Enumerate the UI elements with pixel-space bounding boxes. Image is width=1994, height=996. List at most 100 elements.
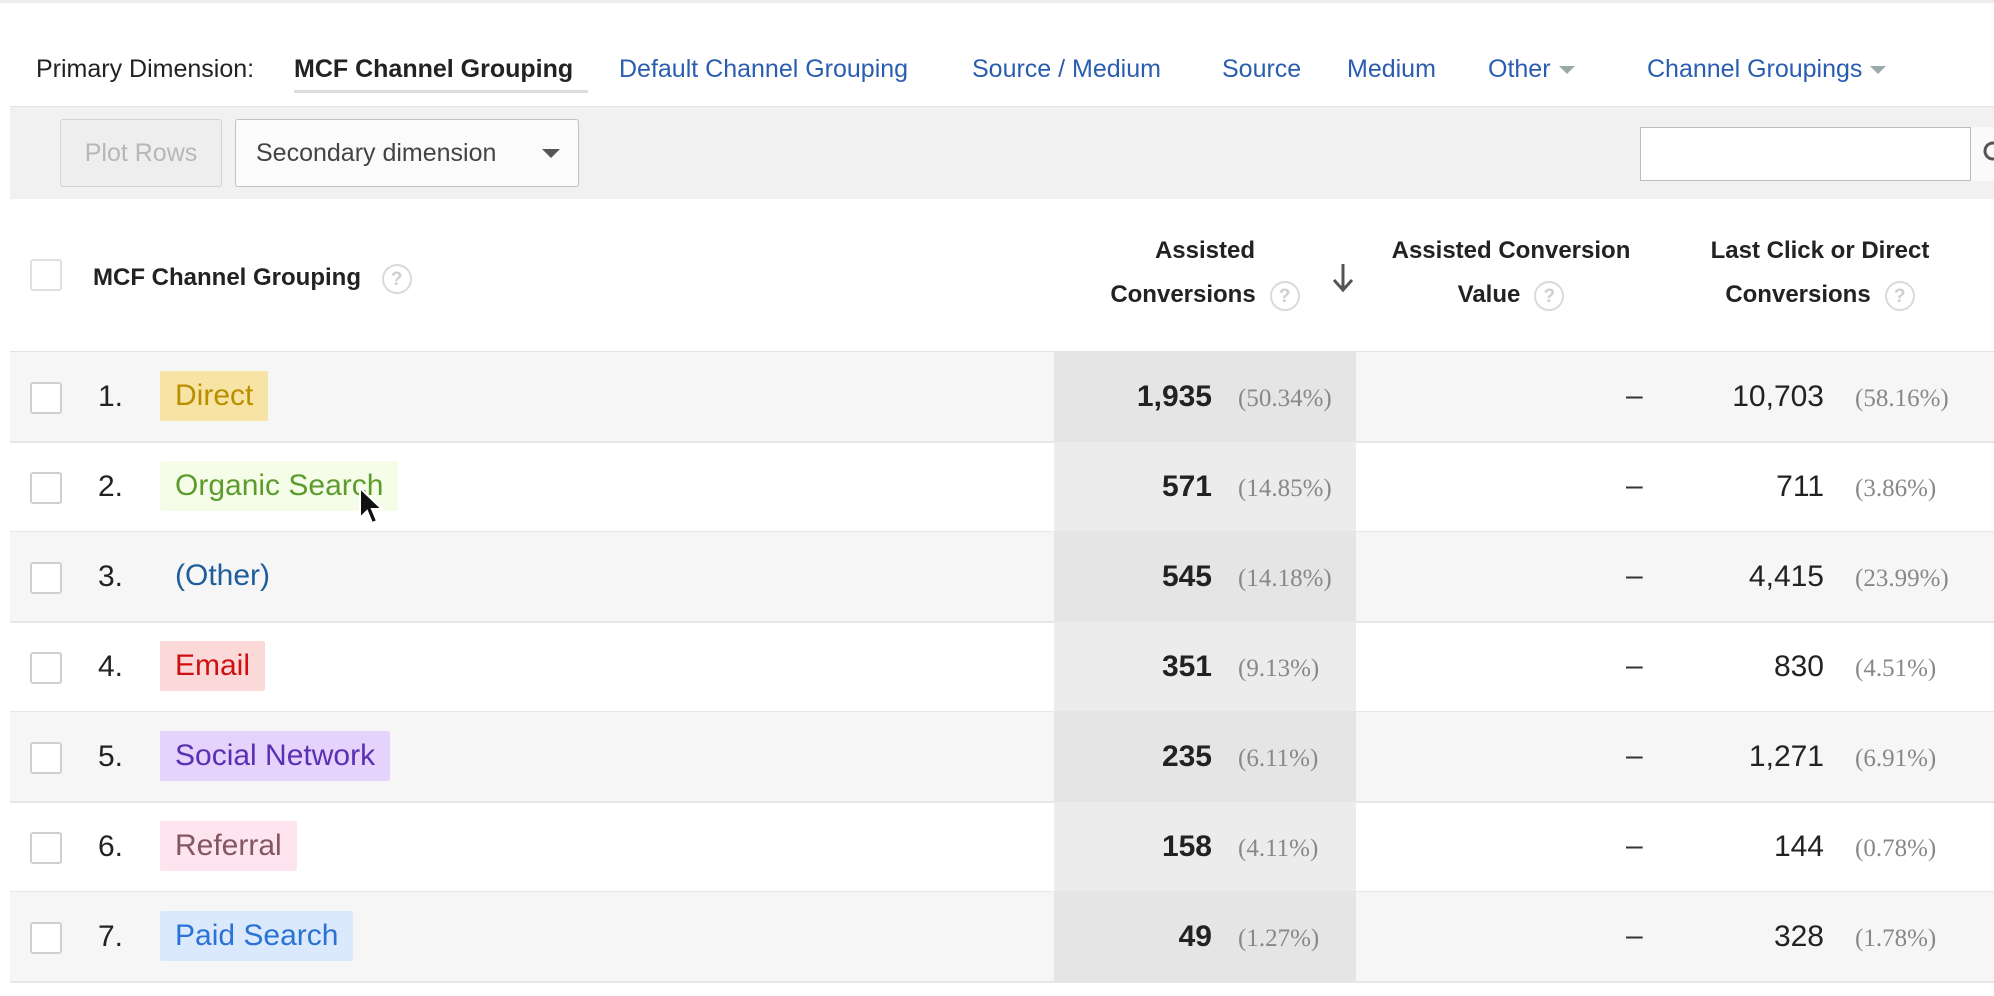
row-checkbox[interactable] [30,562,62,594]
assisted-conversions-percent: (6.11%) [1238,745,1319,772]
row-index: 3. [98,560,124,593]
mouse-cursor-icon [359,486,385,525]
dimension-link-default-channel-grouping[interactable]: Default Channel Grouping [619,55,909,83]
last-click-conversions-percent: (0.78%) [1855,835,1937,862]
assisted-conversion-value: – [1626,469,1643,502]
assisted-conversions-value: 158 [1161,830,1212,863]
assisted-header-line2-wrap: Conversions? [1070,273,1340,317]
top-border [0,0,1994,3]
select-all-checkbox[interactable] [30,259,62,291]
last-click-conversions-percent: (23.99%) [1855,565,1949,592]
channel-link[interactable]: Paid Search [160,911,354,961]
row-checkbox[interactable] [30,832,62,864]
channel-link[interactable]: (Other) [175,559,271,592]
assisted-conversions-cell: 571 [1054,442,1356,531]
channel-link[interactable]: Social Network [160,731,391,781]
row-checkbox[interactable] [30,382,62,414]
assisted-conversions-percent: (14.18%) [1238,565,1332,592]
dimension-link-source[interactable]: Source [1222,55,1302,83]
table-row: 7. Paid Search 49 (1.27%) – 328 (1.78%) [10,892,1994,983]
channel-groupings-label: Channel Groupings [1647,55,1863,83]
channel-link[interactable]: Email [160,641,266,691]
help-icon[interactable]: ? [1534,280,1565,311]
assisted-conversions-cell: 235 [1054,712,1356,801]
chevron-down-icon [1558,66,1575,75]
assisted-conversions-value: 351 [1161,650,1212,683]
assisted-conversions-value: 235 [1161,740,1212,773]
value-header-line2-wrap: Value? [1370,273,1652,317]
help-icon[interactable]: ? [1269,280,1300,311]
search-icon [1983,141,1994,161]
row-index: 1. [98,380,124,413]
assisted-conversions-cell: 1,935 [1054,352,1356,441]
help-icon[interactable]: ? [1884,280,1915,311]
current-dimension-underline [294,90,588,93]
channel-link[interactable]: Referral [160,821,297,871]
row-checkbox[interactable] [30,472,62,504]
last-click-conversions-value: 830 [1773,650,1824,683]
last-click-conversions-percent: (58.16%) [1855,385,1949,412]
channel-link[interactable]: Organic Search [160,461,399,511]
sort-descending-arrow-icon[interactable] [1328,261,1358,295]
help-icon[interactable]: ? [381,263,412,294]
row-checkbox[interactable] [30,922,62,954]
value-header-line2: Value [1457,281,1521,308]
dimension-link-medium[interactable]: Medium [1347,55,1436,83]
assisted-conversion-value: – [1626,379,1643,412]
last-header-line2: Conversions [1725,281,1871,308]
assisted-conversions-cell: 351 [1054,622,1356,711]
last-click-conversions-value: 4,415 [1748,560,1824,593]
last-click-conversions-value: 144 [1773,830,1824,863]
table-header: MCF Channel Grouping ? Assisted Conversi… [10,199,1994,353]
last-click-conversions-value: 10,703 [1732,380,1824,413]
table-row: 2. Organic Search 571 (14.85%) – 711 (3.86%) [10,442,1994,533]
assisted-conversions-percent: (4.11%) [1238,835,1319,862]
last-click-conversions-value: 1,271 [1748,740,1824,773]
table-row: 3. (Other) 545 (14.18%) – 4,415 (23.99%) [10,532,1994,623]
assisted-conversion-value: – [1626,649,1643,682]
row-checkbox[interactable] [30,652,62,684]
assisted-conversion-value-header[interactable]: Assisted Conversion Value? [1370,229,1652,317]
other-label: Other [1488,55,1551,83]
dimension-link-source-medium[interactable]: Source / Medium [972,55,1161,83]
row-checkbox[interactable] [30,742,62,774]
last-header-line2-wrap: Conversions? [1670,273,1970,317]
assisted-conversions-cell: 158 [1054,802,1356,891]
assisted-header-line1: Assisted [1154,237,1256,264]
value-header-line1: Assisted Conversion [1391,237,1631,264]
last-click-conversions-percent: (6.91%) [1855,745,1937,772]
assisted-conversion-value: – [1626,559,1643,592]
dimension-link-other[interactable]: Other [1488,54,1575,84]
table-row: 5. Social Network 235 (6.11%) – 1,271 (6.91%) [10,712,1994,803]
last-click-conversions-percent: (3.86%) [1855,475,1937,502]
assisted-conversions-value: 49 [1178,920,1212,953]
assisted-conversion-value: – [1626,919,1643,952]
assisted-conversions-percent: (50.34%) [1238,385,1332,412]
last-click-conversions-percent: (4.51%) [1855,655,1937,682]
last-click-conversions-value: 328 [1773,920,1824,953]
search-button[interactable] [1970,127,1994,181]
secondary-dimension-dropdown[interactable]: Secondary dimension [235,119,579,187]
table-toolbar: Plot Rows Secondary dimension [10,106,1994,200]
dimension-link-channel-groupings[interactable]: Channel Groupings [1647,54,1887,84]
channel-link[interactable]: Direct [160,371,269,421]
last-click-conversions-value: 711 [1776,470,1824,503]
current-dimension: MCF Channel Grouping [294,55,574,83]
plot-rows-button[interactable]: Plot Rows [60,119,222,187]
last-header-line1: Last Click or Direct [1710,237,1930,264]
chevron-down-icon [1870,66,1887,75]
assisted-conversions-value: 1,935 [1136,380,1212,413]
row-index: 4. [98,650,124,683]
last-click-conversions-header[interactable]: Last Click or Direct Conversions? [1670,229,1970,317]
table-row: 1. Direct 1,935 (50.34%) – 10,703 (58.16%) [10,352,1994,443]
assisted-conversions-value: 571 [1161,470,1212,503]
assisted-conversions-percent: (14.85%) [1238,475,1332,502]
table-row: 6. Referral 158 (4.11%) – 144 (0.78%) [10,802,1994,893]
search-input[interactable] [1640,127,1972,181]
primary-dimension-label: Primary Dimension: [36,55,255,83]
assisted-conversion-value: – [1626,739,1643,772]
primary-dimension-bar: Primary Dimension: MCF Channel Grouping … [10,24,1994,112]
assisted-header-line2: Conversions [1110,281,1256,308]
assisted-conversions-header[interactable]: Assisted Conversions? [1070,229,1340,317]
assisted-conversion-value: – [1626,829,1643,862]
